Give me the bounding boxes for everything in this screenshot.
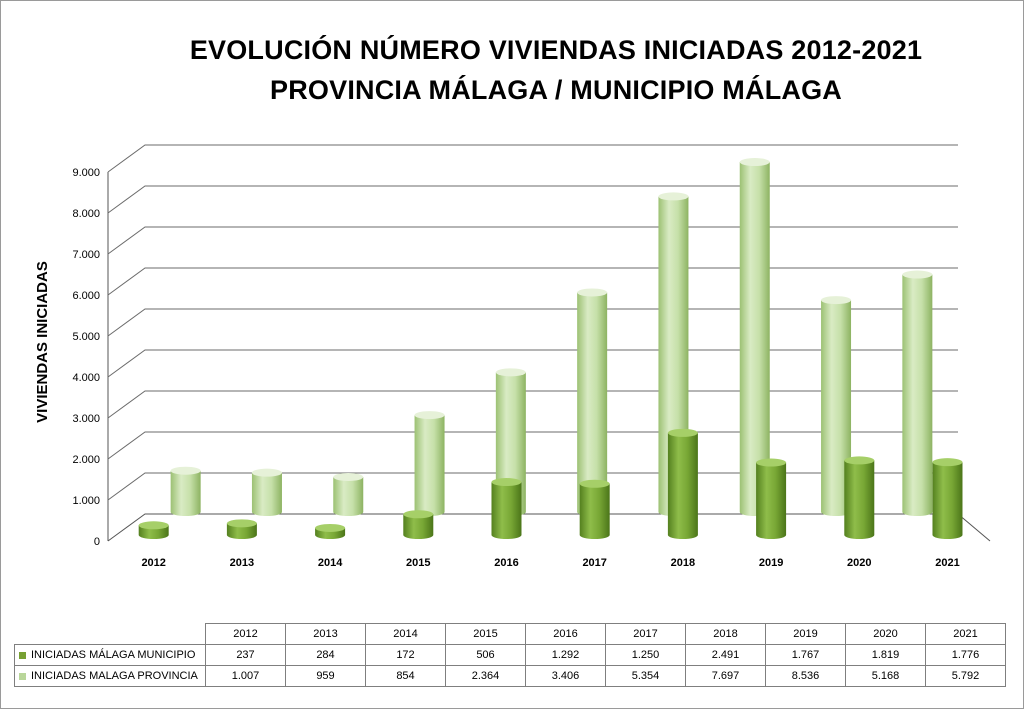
table-header-year: 2018	[685, 623, 766, 645]
x-tick-label: 2018	[671, 557, 695, 569]
y-tick-label: 9.000	[72, 167, 100, 179]
table-cell: 7.697	[685, 665, 766, 687]
legend-key-icon	[19, 672, 26, 680]
bar-provincia	[170, 466, 201, 516]
table-row: INICIADAS MALAGA PROVINCIA 1.007 959 854 2.3…	[14, 665, 1006, 687]
table-cell: 237	[205, 644, 286, 666]
bar-municipio	[932, 458, 963, 539]
y-tick-label: 5.000	[72, 331, 100, 343]
table-header-year: 2020	[845, 623, 926, 645]
grid-line	[107, 185, 958, 214]
bar-municipio	[315, 523, 346, 539]
table-cell: 1.819	[845, 644, 926, 666]
table-cell: 5.792	[925, 665, 1006, 687]
table-cell: 5.168	[845, 665, 926, 687]
y-axis-title: VIVIENDAS INICIADAS	[34, 261, 51, 423]
table-header-year: 2012	[205, 623, 286, 645]
y-tick-label: 4.000	[72, 372, 100, 384]
bar-municipio	[226, 519, 257, 539]
table-header-year: 2016	[525, 623, 606, 645]
bar-provincia	[577, 288, 608, 516]
table-header-year: 2021	[925, 623, 1006, 645]
x-tick-label: 2020	[847, 557, 871, 569]
table-header-year: 2017	[605, 623, 686, 645]
bar-municipio	[403, 510, 434, 539]
bar-municipio	[756, 458, 787, 539]
chart-title: EVOLUCIÓN NÚMERO VIVIENDAS INICIADAS 201…	[189, 35, 923, 65]
table-cell: 172	[365, 644, 446, 666]
table-header-year: 2015	[445, 623, 526, 645]
table-cell: 5.354	[605, 665, 686, 687]
grid-line	[107, 226, 958, 255]
bar-municipio	[138, 521, 169, 539]
y-tick-label: 6.000	[72, 290, 100, 302]
bar-municipio	[579, 479, 610, 539]
table-cell: 3.406	[525, 665, 606, 687]
chart-subtitle: PROVINCIA MÁLAGA / MUNICIPIO MÁLAGA	[270, 75, 842, 105]
bar-municipio	[667, 428, 698, 539]
chart-plot: VIVIENDAS INICIADAS 0 1.000 2.000 3.000 4.00…	[34, 144, 991, 569]
table-cell: 2.364	[445, 665, 526, 687]
x-tick-label: 2013	[230, 557, 254, 569]
bar-municipio	[844, 456, 875, 539]
bar-provincia	[739, 158, 770, 517]
x-tick-label: 2019	[759, 557, 783, 569]
x-tick-label: 2015	[406, 557, 430, 569]
x-tick-label: 2014	[318, 557, 343, 569]
bar-municipio	[491, 478, 522, 539]
legend-key-icon	[19, 651, 26, 659]
table-header-year: 2019	[765, 623, 846, 645]
table-cell: 8.536	[765, 665, 846, 687]
table-row: INICIADAS MÁLAGA MUNICIPIO 237 284 172 506 1.…	[14, 644, 1006, 666]
chart-floor	[107, 513, 991, 542]
y-tick-label: 2.000	[72, 454, 100, 466]
x-tick-label: 2017	[582, 557, 606, 569]
table-cell: 1.007	[205, 665, 286, 687]
table-cell: 1.292	[525, 644, 606, 666]
table-cell: 854	[365, 665, 446, 687]
table-cell: 959	[285, 665, 366, 687]
grid-line	[107, 144, 958, 173]
table-cell: 506	[445, 644, 526, 666]
x-tick-label: 2021	[935, 557, 959, 569]
table-cell: 1.767	[765, 644, 846, 666]
data-table: 2012 2013 2014 2015 2016 2017 2018 2019 2020 2021…	[14, 623, 1006, 687]
y-tick-label: 8.000	[72, 208, 100, 220]
table-cell: 1.250	[605, 644, 686, 666]
legend-entry: INICIADAS MALAGA PROVINCIA	[14, 665, 206, 687]
y-tick-label: 0	[94, 536, 100, 548]
y-tick-label: 3.000	[72, 413, 100, 425]
table-cell: 284	[285, 644, 366, 666]
y-tick-label: 7.000	[72, 249, 100, 261]
y-tick-label: 1.000	[72, 495, 100, 507]
legend-entry: INICIADAS MÁLAGA MUNICIPIO	[14, 644, 206, 666]
table-cell: 1.776	[925, 644, 1006, 666]
grid-line	[107, 267, 958, 296]
table-header-year: 2014	[365, 623, 446, 645]
bar-provincia	[251, 468, 282, 516]
bar-provincia	[414, 411, 445, 516]
bar-provincia	[821, 296, 852, 516]
table-corner	[14, 623, 206, 645]
table-header-year: 2013	[285, 623, 366, 645]
x-tick-label: 2016	[494, 557, 518, 569]
x-tick-label: 2012	[141, 557, 165, 569]
bar-provincia	[902, 270, 933, 516]
table-cell: 2.491	[685, 644, 766, 666]
bar-provincia	[333, 472, 364, 516]
